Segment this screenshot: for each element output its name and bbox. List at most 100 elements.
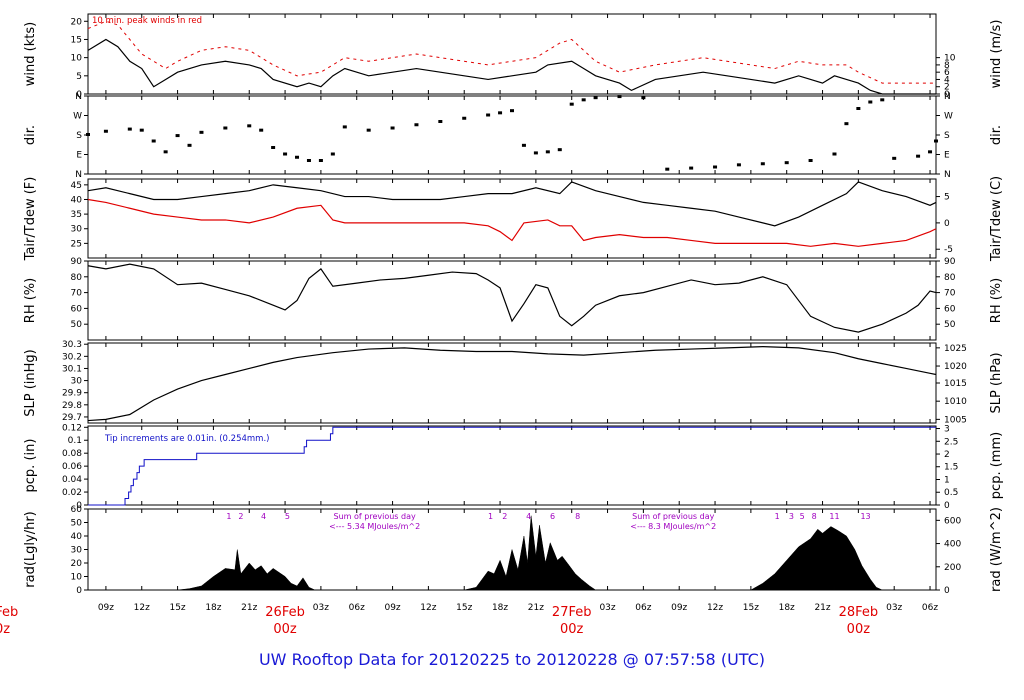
right-tick-label: E bbox=[944, 151, 950, 161]
right-tick-label: 2 bbox=[944, 450, 950, 460]
chart-title: UW Rooftop Data for 20120225 to 20120228… bbox=[258, 650, 766, 669]
left-tick-label: 35 bbox=[71, 210, 82, 220]
panel-temp: 25 30 35 40 45 -5 0 5 Tair/Tdew (F) Tair/Tdew (C) bbox=[23, 176, 1004, 262]
dir-point bbox=[462, 116, 467, 120]
left-axis-label: dir. bbox=[23, 125, 38, 145]
dir-point bbox=[510, 109, 514, 113]
dir-point bbox=[306, 159, 311, 162]
rad-mark-label: 1 bbox=[775, 512, 780, 521]
x-tick-label: 12z bbox=[420, 603, 436, 613]
right-tick-label: 400 bbox=[944, 540, 961, 550]
dir-point bbox=[175, 134, 180, 138]
dir-point bbox=[844, 122, 849, 126]
left-tick-label: 30 bbox=[71, 546, 83, 556]
dir-point bbox=[366, 128, 371, 132]
right-tick-label: 2 bbox=[944, 83, 950, 93]
x-axis: 09z 12z 15z 18z 21z 03z 06z 09z 12z 15z 18z 21z 03z 0… bbox=[0, 603, 938, 637]
x-tick-label: 06z bbox=[922, 603, 938, 613]
pcp-series-line bbox=[88, 426, 936, 506]
right-tick-label: 1.5 bbox=[944, 463, 958, 473]
right-axis-label: RH (%) bbox=[989, 278, 1004, 323]
rad-mark-label: 11 bbox=[829, 512, 839, 521]
left-tick-label: 0 bbox=[76, 90, 82, 100]
right-tick-label: 0.5 bbox=[944, 488, 958, 498]
dir-point bbox=[498, 111, 503, 115]
day-label-zulu: 00z bbox=[273, 622, 297, 637]
x-tick-label: 21z bbox=[528, 603, 544, 613]
right-tick-label: 0 bbox=[944, 586, 950, 596]
rad-mark-label: 13 bbox=[860, 512, 870, 521]
x-tick-label: 06z bbox=[635, 603, 651, 613]
dir-point bbox=[342, 125, 347, 129]
dir-point bbox=[713, 165, 718, 169]
x-tick-label: 21z bbox=[241, 603, 257, 613]
right-tick-label: 1020 bbox=[944, 362, 967, 372]
day-label-zulu: 00z bbox=[0, 622, 10, 637]
dir-point bbox=[533, 151, 538, 155]
left-tick-label: 80 bbox=[71, 273, 83, 283]
left-tick-label: 0.06 bbox=[62, 462, 82, 472]
x-tick-label: 03z bbox=[599, 603, 615, 613]
sum-note-line1: Sum of previous day bbox=[334, 512, 416, 521]
right-tick-label: 1 bbox=[944, 475, 950, 485]
left-tick-label: 0.02 bbox=[62, 488, 82, 498]
left-tick-label: 5 bbox=[76, 72, 82, 82]
left-tick-label: 29.8 bbox=[62, 401, 82, 411]
dir-point bbox=[557, 148, 562, 152]
left-tick-label: 0.1 bbox=[68, 436, 82, 446]
right-tick-label: N bbox=[944, 170, 951, 180]
x-tick-label: 03z bbox=[313, 603, 329, 613]
dir-point bbox=[414, 123, 419, 127]
x-tick-label: 18z bbox=[779, 603, 795, 613]
panel-frame bbox=[87, 178, 937, 259]
panel-pcp: 0 0.02 0.04 0.06 0.08 0.1 0.12 0 0.5 1 1.5 2 2.5 3 pcp… bbox=[23, 423, 1004, 511]
panel-frame bbox=[87, 13, 937, 95]
dir-point bbox=[808, 159, 813, 162]
x-tick-label: 15z bbox=[456, 603, 472, 613]
dir-point bbox=[880, 98, 885, 102]
Tdew-series-line bbox=[87, 198, 937, 247]
dir-point bbox=[330, 152, 335, 156]
left-tick-label: 40 bbox=[71, 195, 83, 205]
panel-rh: 50 60 70 80 90 50 60 70 80 90 RH (%) RH (%) bbox=[23, 257, 1004, 341]
left-tick-label: E bbox=[76, 151, 82, 161]
dir-point bbox=[581, 98, 586, 102]
rad-mark-label: 4 bbox=[526, 512, 531, 521]
panel-frame bbox=[87, 342, 937, 424]
dir-point bbox=[928, 150, 933, 154]
day-label-date: 26Feb bbox=[265, 605, 305, 620]
right-tick-label: 200 bbox=[944, 563, 961, 573]
left-axis-label: pcp. (in) bbox=[23, 439, 38, 493]
day-label-date: 25Feb bbox=[0, 605, 18, 620]
right-tick-label: 1025 bbox=[944, 344, 967, 354]
panel-annotation: Tip increments are 0.01in. (0.254mm.) bbox=[104, 434, 269, 444]
left-tick-label: 40 bbox=[71, 532, 83, 542]
x-tick-label: 21z bbox=[814, 603, 830, 613]
left-tick-label: 0.04 bbox=[62, 475, 82, 485]
day-label-date: 27Feb bbox=[552, 605, 592, 620]
x-tick-label: 03z bbox=[886, 603, 902, 613]
rad-mark-label: 5 bbox=[285, 512, 290, 521]
dir-point bbox=[187, 143, 192, 147]
left-axis-label: RH (%) bbox=[23, 278, 38, 323]
rad-mark-label: 2 bbox=[502, 512, 507, 521]
dir-point bbox=[856, 107, 861, 110]
left-tick-label: 10 bbox=[71, 54, 83, 64]
rad-mark-label: 6 bbox=[550, 512, 555, 521]
x-tick-label: 09z bbox=[98, 603, 114, 613]
left-tick-label: 90 bbox=[71, 257, 83, 267]
x-tick-label: 15z bbox=[169, 603, 185, 613]
rad-mark-label: 8 bbox=[812, 512, 817, 521]
left-tick-label: N bbox=[75, 92, 82, 102]
dir-point bbox=[223, 126, 228, 130]
right-tick-label: 10 bbox=[944, 54, 956, 64]
left-tick-label: 30.2 bbox=[62, 352, 82, 362]
SLP-series-line bbox=[87, 346, 937, 422]
dir-point bbox=[259, 128, 264, 132]
left-tick-label: 70 bbox=[71, 289, 83, 299]
panel-frame bbox=[87, 425, 937, 506]
rad-mark-label: 1 bbox=[488, 512, 493, 521]
rad-mark-label: 1 bbox=[226, 512, 231, 521]
